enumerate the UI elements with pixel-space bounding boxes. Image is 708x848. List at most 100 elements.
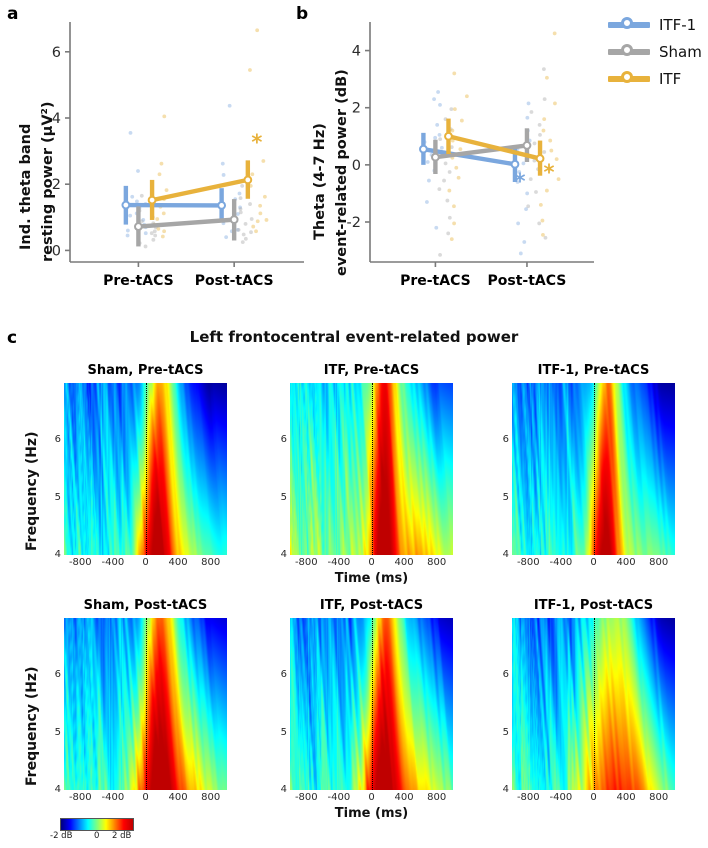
- heatmap-x-tick: 0: [142, 792, 149, 803]
- panel-a-letter: a: [7, 4, 19, 24]
- scatter-point: [436, 90, 441, 94]
- scatter-point: [125, 233, 130, 238]
- heatmap-y-tick: 6: [54, 669, 61, 681]
- heatmap-y-tick: 5: [280, 491, 287, 503]
- heatmap-4: [64, 618, 227, 790]
- scatter-point: [128, 213, 133, 218]
- scatter-point: [248, 68, 252, 72]
- x-tick-label: Pre-tACS: [400, 273, 471, 289]
- heatmap-1: [64, 383, 227, 555]
- panel-b-ylabel-text1: Theta (4-7 Hz): [312, 123, 328, 240]
- heatmap-y-tick: 6: [54, 434, 61, 446]
- scatter-point: [548, 138, 553, 143]
- scatter-point: [541, 232, 545, 237]
- heatmap-x-tick: 800: [427, 792, 447, 803]
- series-itf-1: [121, 185, 227, 225]
- heatmap-x-tick: 0: [368, 557, 375, 568]
- scatter-point: [446, 231, 451, 236]
- heatmap-x-tick: 400: [394, 557, 414, 568]
- scatter-point: [438, 252, 442, 257]
- scatter-point: [464, 94, 469, 99]
- scatter-point: [258, 203, 263, 208]
- stimulus-onset-line: [372, 618, 373, 790]
- heatmap-x-tick: -800: [294, 557, 318, 568]
- scatter-point: [525, 191, 530, 196]
- panel-b-letter: b: [296, 4, 309, 24]
- scatter-point: [248, 202, 252, 206]
- scatter-point: [136, 169, 140, 173]
- heatmap-canvas: [290, 383, 453, 555]
- scatter-point: [164, 188, 169, 193]
- scatter-point: [249, 230, 253, 235]
- legend-item-itf[interactable]: ITF: [608, 68, 702, 90]
- panel-b-plot: -2 0 2 4 Pre-tACS Post-tACS * *: [347, 22, 594, 289]
- panel-c-title: Left frontocentral event-related power: [189, 328, 519, 346]
- scatter-point: [238, 210, 243, 215]
- scatter-point: [236, 227, 241, 232]
- legend-label-sham: Sham: [659, 43, 702, 61]
- heatmap-x-tick: -800: [516, 792, 540, 803]
- scatter-point: [540, 218, 545, 223]
- scatter-point: [452, 71, 457, 76]
- heatmap-3: [512, 383, 675, 555]
- scatter-point: [125, 228, 130, 233]
- heatmap-ylabel: Frequency (Hz): [24, 431, 40, 551]
- heatmap-6: [512, 618, 675, 790]
- heatmap-x-tick: -800: [68, 792, 92, 803]
- scatter-point: [160, 234, 165, 239]
- stimulus-onset-line: [372, 383, 373, 555]
- heatmap-x-tick: 400: [616, 792, 636, 803]
- y-tick-label: 2: [352, 101, 361, 117]
- heatmap-y-tick: 6: [280, 669, 287, 681]
- scatter-point: [524, 207, 528, 212]
- y-tick-label: 4: [52, 111, 61, 127]
- heatmap-y-tick: 4: [280, 549, 287, 560]
- scatter-point: [151, 237, 156, 242]
- scatter-point: [547, 167, 552, 172]
- y-tick-label: 4: [352, 44, 361, 60]
- scatter-point: [254, 229, 258, 234]
- heatmap-5: [290, 618, 453, 790]
- heatmap-x-tick: 0: [590, 792, 597, 803]
- scatter-point: [139, 219, 144, 224]
- heatmap-x-tick: 400: [168, 557, 188, 568]
- scatter-point: [543, 235, 548, 240]
- scatter-point: [240, 240, 245, 245]
- scatter-point: [243, 236, 248, 241]
- scatter-point: [156, 226, 161, 231]
- heatmap-x-tick: -400: [101, 792, 125, 803]
- scatter-point: [544, 188, 549, 193]
- scatter-point: [452, 204, 456, 209]
- panel-c-letter: c: [7, 328, 18, 348]
- scatter-point: [537, 221, 542, 226]
- x-tick-label: Post-tACS: [195, 273, 274, 289]
- scatter-point: [249, 217, 254, 221]
- panel-a-plot: 0 2 4 6 Pre-tACS Post-tACS *: [52, 22, 304, 289]
- scatter-point: [443, 161, 448, 166]
- scatter-point: [552, 31, 557, 36]
- scatter-point: [438, 102, 442, 107]
- scatter-point: [128, 130, 133, 135]
- heatmap-xlabel: Time (ms): [334, 571, 409, 586]
- scatter-point: [435, 122, 440, 127]
- colorbar-max-label: 2 dB: [112, 831, 132, 841]
- heatmap-canvas: [290, 618, 453, 790]
- scatter-point: [258, 211, 263, 216]
- scatter-point: [449, 107, 454, 112]
- scatter-point: [220, 161, 225, 166]
- scatter-point: [141, 218, 146, 222]
- heatmap-canvas: [64, 383, 227, 555]
- heatmap-title: ITF, Pre-tACS: [323, 363, 420, 378]
- scatter-point: [534, 190, 538, 194]
- scatter-point: [238, 196, 243, 201]
- heatmap-x-tick: -400: [327, 792, 351, 803]
- scatter-point: [528, 177, 533, 182]
- legend-item-itf-1[interactable]: ITF-1: [608, 14, 702, 36]
- scatter-point: [526, 204, 531, 209]
- legend-item-sham[interactable]: Sham: [608, 41, 702, 63]
- heatmap-y-tick: 4: [54, 549, 61, 560]
- panel-a-ylabel-text1: Ind. theta band: [18, 123, 34, 250]
- colorbar: -2 dB 0 2 dB: [50, 818, 134, 841]
- scatter-point: [432, 97, 436, 102]
- heatmap-x-tick: -400: [549, 557, 573, 568]
